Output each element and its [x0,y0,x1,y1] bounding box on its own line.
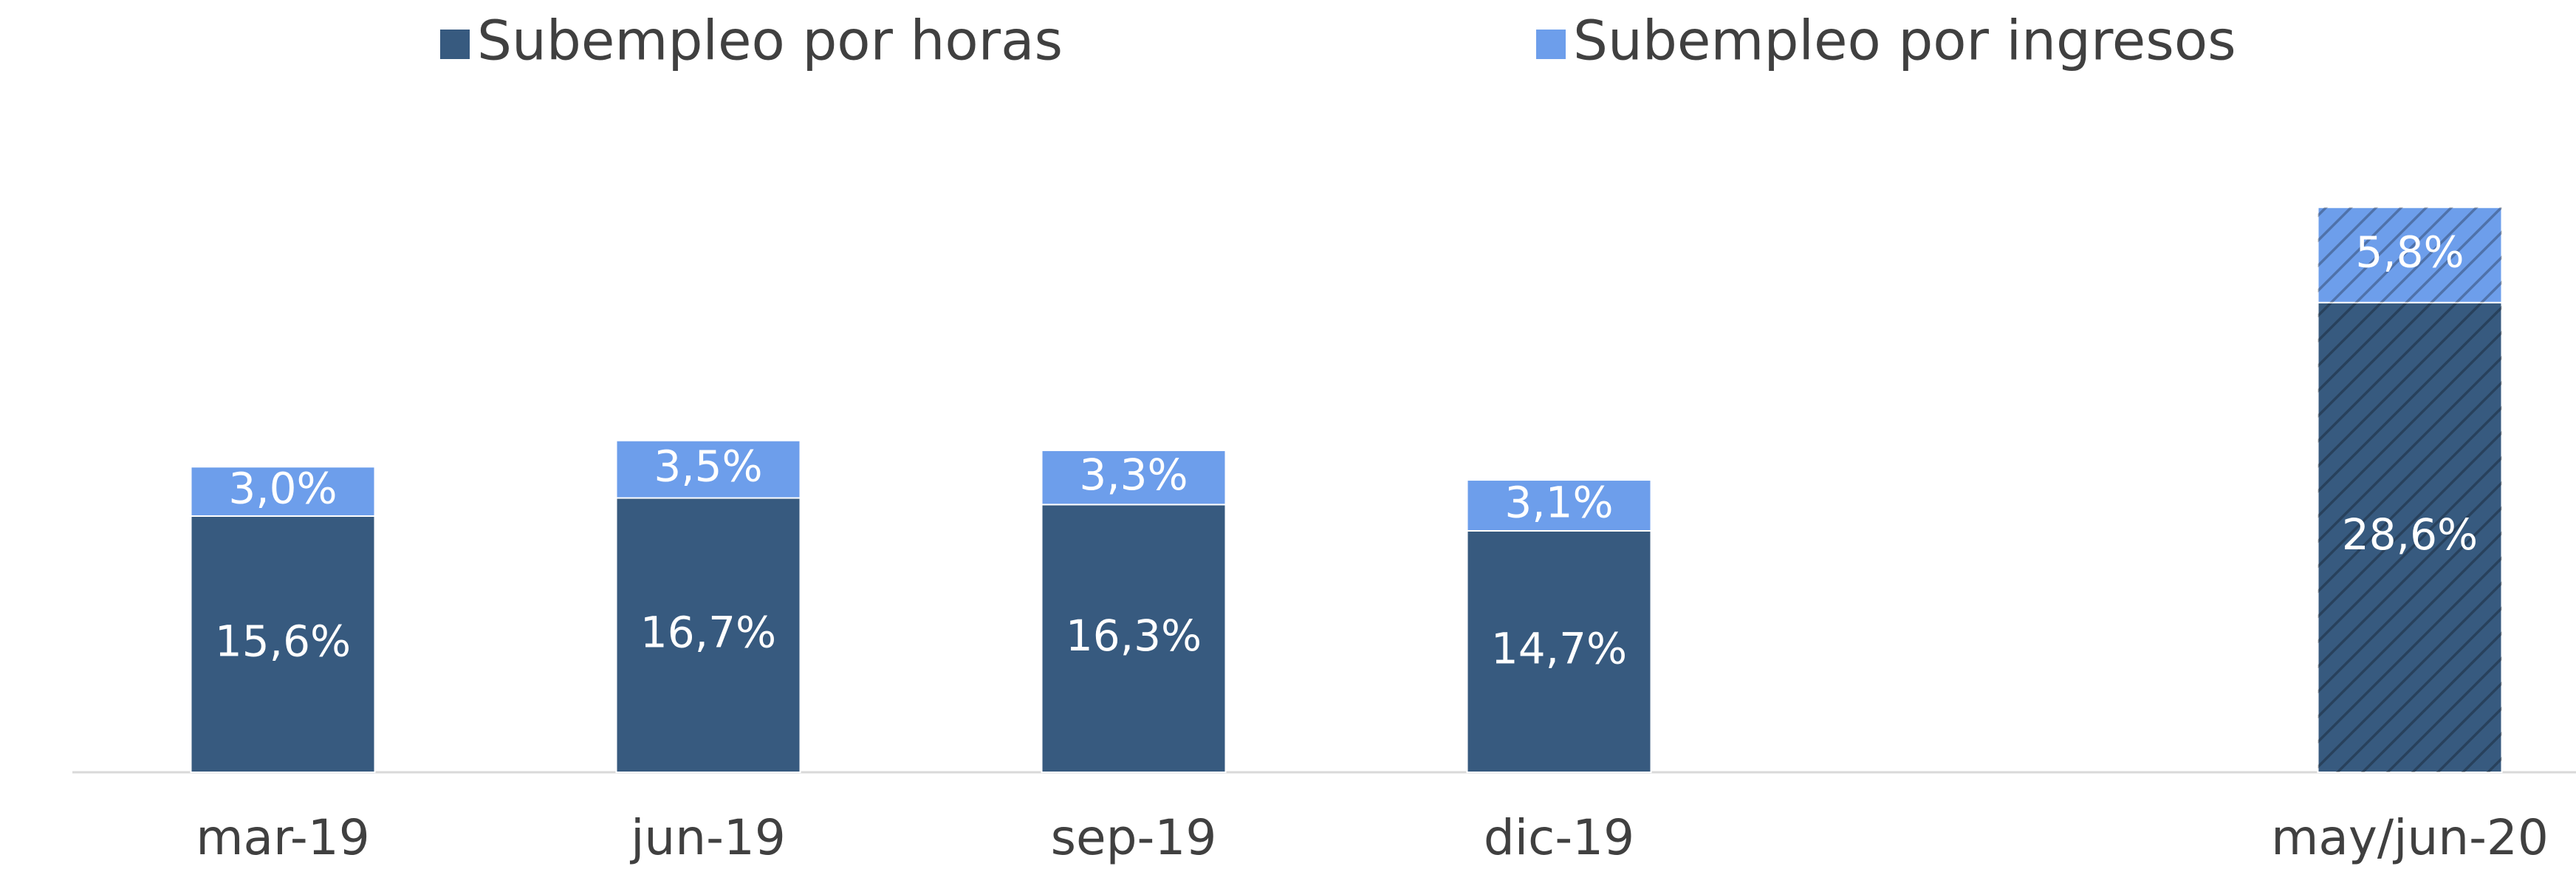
bar-segment [1466,479,1652,532]
data-label: 16,3% [1066,611,1202,661]
bar-segment [190,515,376,774]
bar-hatch [2318,207,2502,303]
data-label: 3,0% [228,464,337,514]
legend-label: Subempleo por horas [477,10,1063,73]
x-tick-label: dic-19 [1484,809,1634,866]
data-label: 3,3% [1079,450,1188,500]
bar-segment [1041,504,1227,773]
data-label: 28,6% [2342,509,2478,560]
bar-segment [1466,529,1652,773]
data-label: 3,5% [654,442,762,492]
data-label: 16,7% [640,607,776,657]
x-tick-label: mar-19 [196,809,369,866]
data-label: 15,6% [215,616,351,667]
legend-swatch [1536,30,1566,59]
data-label: 5,8% [2355,227,2464,277]
data-label: 14,7% [1491,624,1627,674]
x-tick-label: jun-19 [629,809,786,866]
x-tick-label: may/jun-20 [2271,809,2549,866]
x-tick-label: sep-19 [1051,809,1217,866]
bar-segment [615,497,801,773]
legend-swatch [440,30,470,59]
data-label: 3,1% [1504,478,1613,528]
bar-hatch [2318,302,2502,773]
legend-label: Subempleo por ingresos [1573,10,2236,73]
bar-segment [1041,449,1227,506]
bar-segment [190,466,376,517]
bar-segment [615,439,801,499]
